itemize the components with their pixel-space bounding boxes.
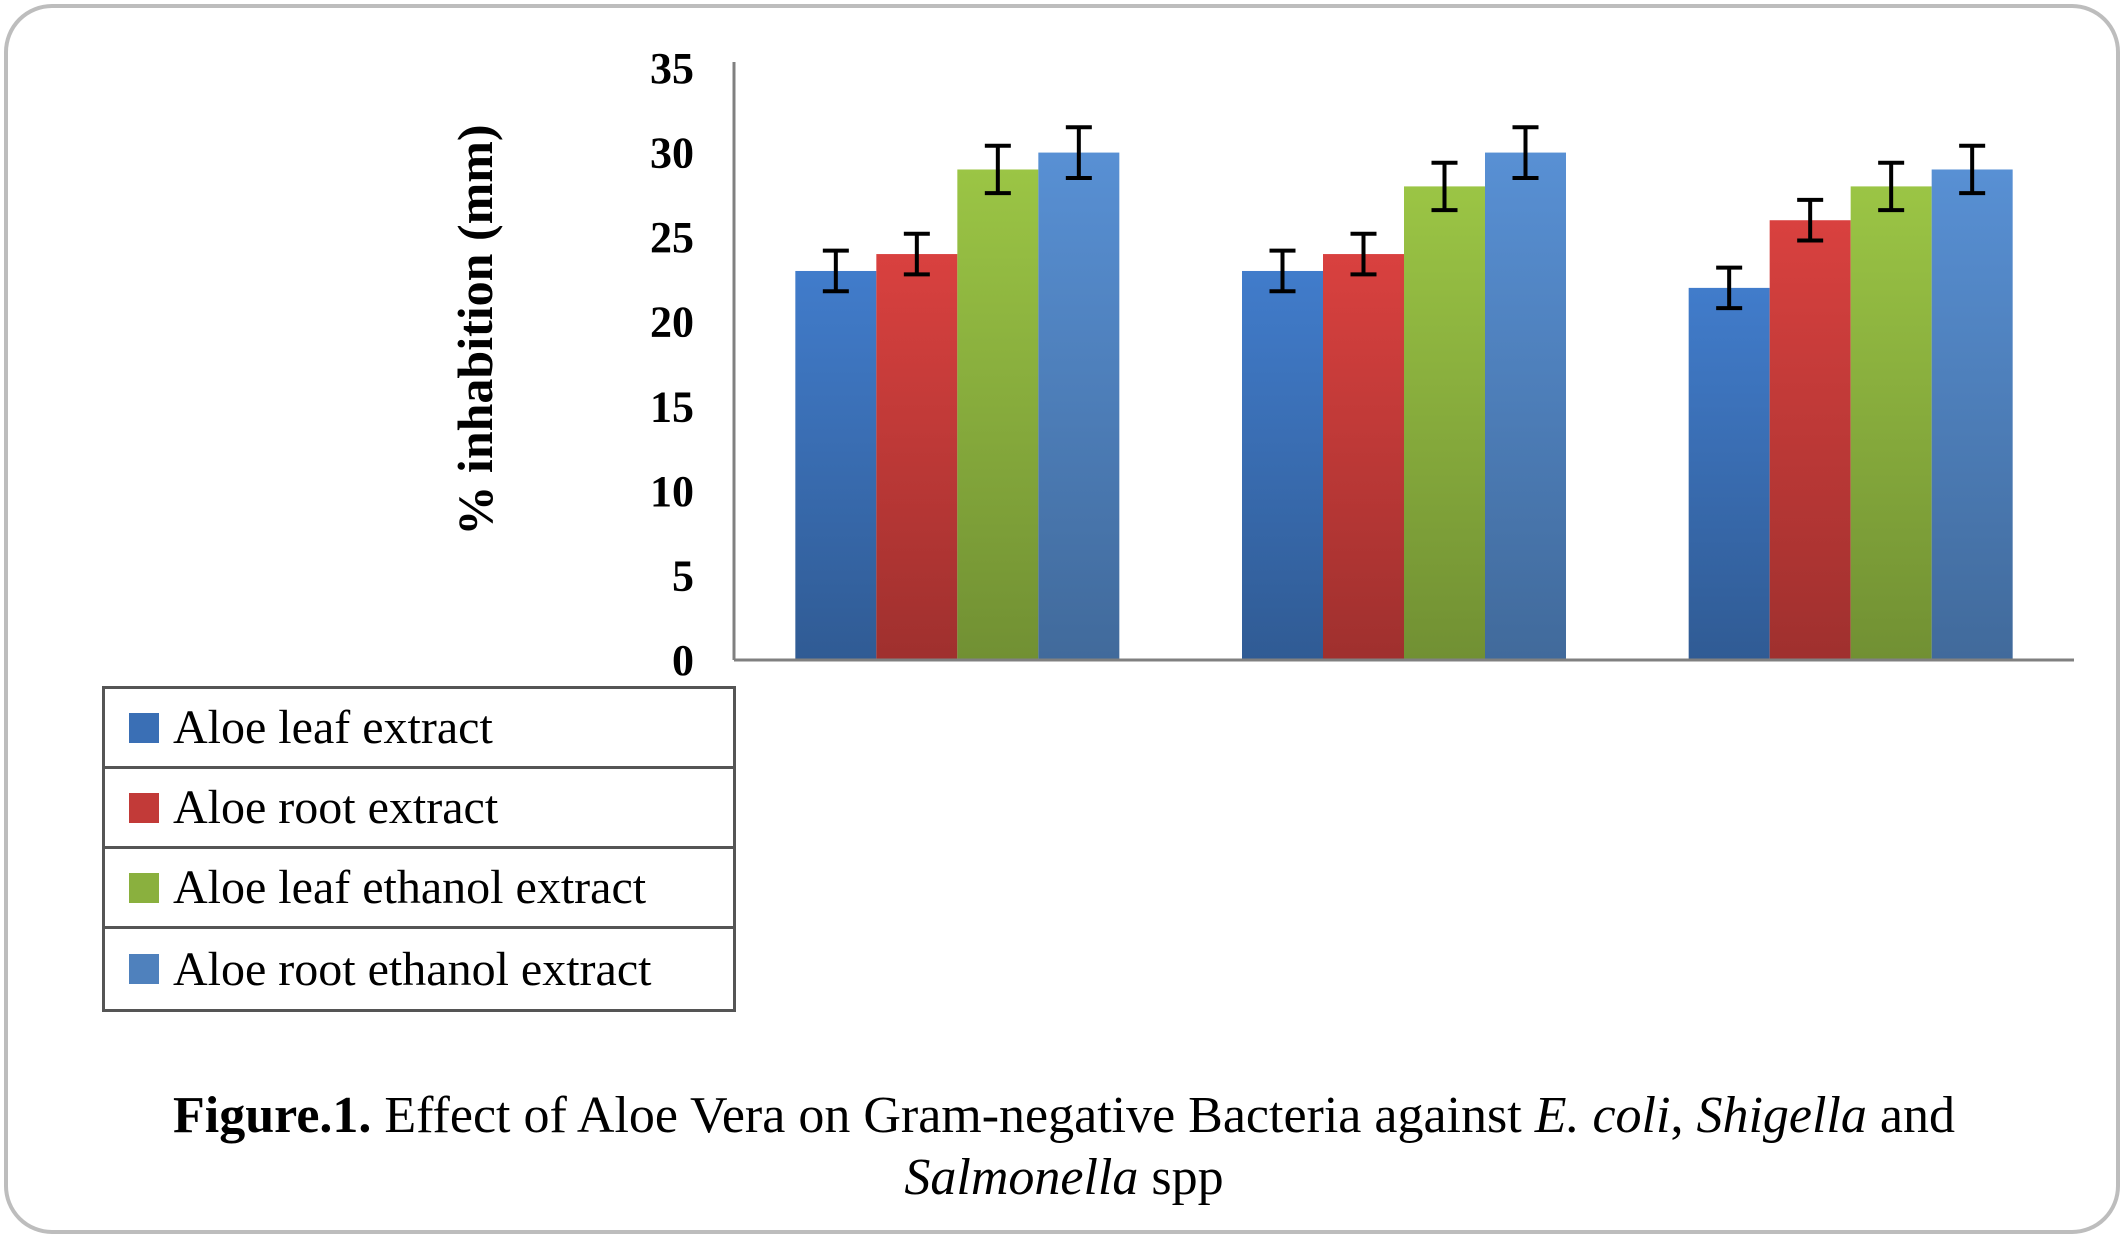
caption-shigella: Shigella	[1696, 1087, 1867, 1144]
caption-salmonella: Salmonella	[904, 1149, 1139, 1206]
legend-label: Aloe root ethanol extract	[173, 942, 652, 996]
error-bar-3-2	[1431, 160, 1458, 213]
bar-4-2	[1485, 152, 1566, 661]
error-bar-4-2	[1512, 125, 1539, 180]
bar-3-3	[1850, 186, 1932, 660]
bar-2-3	[1769, 220, 1851, 660]
y-tick-label: 35	[650, 44, 694, 93]
figure-caption: Figure.1. Effect of Aloe Vera on Gram-ne…	[40, 1085, 2088, 1209]
legend-item: Aloe root ethanol extract	[105, 929, 733, 1009]
bar-1-2	[1242, 270, 1323, 660]
y-tick-label: 10	[650, 467, 694, 516]
bar-3-2	[1404, 186, 1485, 660]
bar-3-1	[957, 169, 1039, 660]
y-tick-label: 20	[650, 298, 694, 347]
error-bar-2-2	[1350, 231, 1377, 277]
caption-figure-label: Figure.1.	[173, 1087, 372, 1144]
caption-text: Effect of Aloe Vera on Gram-negative Bac…	[371, 1087, 1535, 1144]
bar-1-1	[795, 270, 877, 660]
error-bar-1-1	[822, 248, 849, 294]
legend-label: Aloe root extract	[173, 781, 499, 834]
bar-4-3	[1931, 169, 2013, 660]
caption-ecoli: E. coli	[1534, 1087, 1671, 1144]
bar-1-3	[1688, 287, 1770, 660]
error-bar-2-3	[1797, 197, 1824, 243]
y-axis-label: % inhabition (mm)	[447, 124, 503, 535]
y-tick-label: 25	[650, 213, 694, 262]
error-bar-4-3	[1959, 143, 1986, 196]
legend-item: Aloe root extract	[105, 769, 733, 849]
error-bar-3-1	[984, 143, 1011, 196]
bar-2-1	[876, 254, 958, 661]
y-tick-label: 30	[650, 129, 694, 178]
bar-2-2	[1323, 254, 1404, 661]
legend-item: Aloe leaf ethanol extract	[105, 849, 733, 929]
y-tick-label: 0	[672, 636, 694, 685]
error-bar-4-1	[1065, 125, 1092, 180]
caption-comma: ,	[1670, 1087, 1697, 1144]
legend-swatch	[129, 712, 159, 743]
legend: Aloe leaf extract Aloe root extract Aloe l…	[102, 686, 736, 1012]
y-tick-label: 15	[650, 382, 694, 431]
caption-spp: spp	[1138, 1149, 1224, 1206]
error-bar-3-3	[1878, 160, 1905, 213]
legend-label: Aloe leaf ethanol extract	[173, 861, 647, 914]
bar-4-1	[1038, 152, 1120, 661]
legend-swatch	[129, 954, 159, 984]
legend-label: Aloe leaf extract	[173, 701, 493, 754]
y-tick-label: 5	[672, 551, 694, 600]
legend-item: Aloe leaf extract	[105, 689, 733, 769]
error-bar-2-1	[903, 231, 930, 277]
legend-swatch	[129, 792, 159, 823]
legend-swatch	[129, 872, 159, 903]
caption-and: and	[1866, 1087, 1955, 1144]
error-bar-1-3	[1716, 265, 1743, 311]
error-bar-1-2	[1269, 248, 1296, 294]
bar-chart: 0 5 10 15 20 25 30 35 % inhabition (mm)	[447, 44, 2074, 685]
